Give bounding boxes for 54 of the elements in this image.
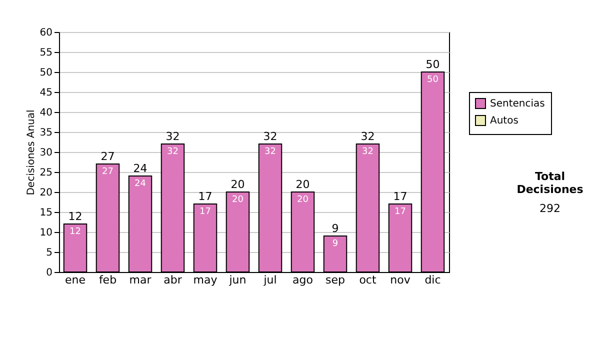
total-label: 20 bbox=[230, 178, 245, 191]
data-label: 17 bbox=[200, 207, 211, 217]
y-tick-label: 10 bbox=[40, 228, 52, 238]
data-label: 32 bbox=[167, 147, 178, 157]
total-label: 32 bbox=[263, 130, 278, 143]
y-tick-label: 5 bbox=[46, 248, 52, 258]
y-tick-label: 25 bbox=[40, 168, 52, 178]
x-tick-label: feb bbox=[98, 274, 117, 286]
y-tick-label: 55 bbox=[40, 48, 52, 58]
y-tick-label: 0 bbox=[46, 268, 52, 278]
data-label: 50 bbox=[427, 75, 439, 85]
data-label: 12 bbox=[70, 227, 81, 237]
y-tick-label: 45 bbox=[40, 88, 52, 98]
data-label: 20 bbox=[232, 195, 244, 205]
data-label: 32 bbox=[362, 147, 374, 157]
x-tick-label: nov bbox=[390, 274, 411, 286]
y-tick-label: 50 bbox=[40, 68, 52, 78]
total-label: 17 bbox=[198, 190, 212, 203]
x-tick-label: mar bbox=[129, 274, 152, 286]
x-tick-label: jun bbox=[228, 274, 246, 286]
total-label: 32 bbox=[360, 130, 375, 143]
text: Total Decisiones bbox=[516, 170, 584, 196]
y-tick-label: 40 bbox=[40, 108, 52, 118]
total-label: 17 bbox=[393, 190, 408, 203]
x-tick-label: sep bbox=[326, 274, 346, 286]
x-tick-label: ene bbox=[64, 274, 86, 286]
data-label: 9 bbox=[332, 239, 338, 249]
total-label: 24 bbox=[133, 162, 148, 175]
total-label: 27 bbox=[100, 150, 115, 163]
y-tick-label: 30 bbox=[40, 148, 52, 158]
legend-label: Autos bbox=[490, 116, 518, 126]
x-tick-label: may bbox=[193, 274, 218, 286]
y-tick-label: 15 bbox=[40, 208, 52, 218]
data-label: 20 bbox=[297, 195, 309, 205]
x-tick-label: dic bbox=[424, 274, 441, 286]
y-axis-title: Decisiones Anual bbox=[26, 110, 37, 196]
y-tick-label: 60 bbox=[40, 28, 52, 38]
x-tick-label: ago bbox=[292, 274, 314, 286]
x-tick-label: oct bbox=[359, 274, 377, 286]
total-label: 12 bbox=[68, 210, 82, 223]
total-label: 9 bbox=[332, 222, 339, 235]
data-label: 27 bbox=[102, 167, 114, 177]
y-tick-label: 35 bbox=[40, 128, 52, 138]
y-tick-label: 20 bbox=[40, 188, 52, 198]
text: 292 bbox=[538, 202, 562, 215]
data-label: 32 bbox=[264, 147, 276, 157]
total-label: 32 bbox=[166, 130, 180, 143]
total-label: 50 bbox=[426, 58, 440, 71]
x-tick-label: abr bbox=[164, 274, 182, 286]
legend-label: Sentencias bbox=[490, 98, 545, 110]
data-label: 24 bbox=[134, 179, 146, 189]
total-label: 20 bbox=[296, 178, 310, 191]
data-label: 17 bbox=[394, 207, 406, 217]
x-tick-label: jul bbox=[262, 274, 277, 286]
